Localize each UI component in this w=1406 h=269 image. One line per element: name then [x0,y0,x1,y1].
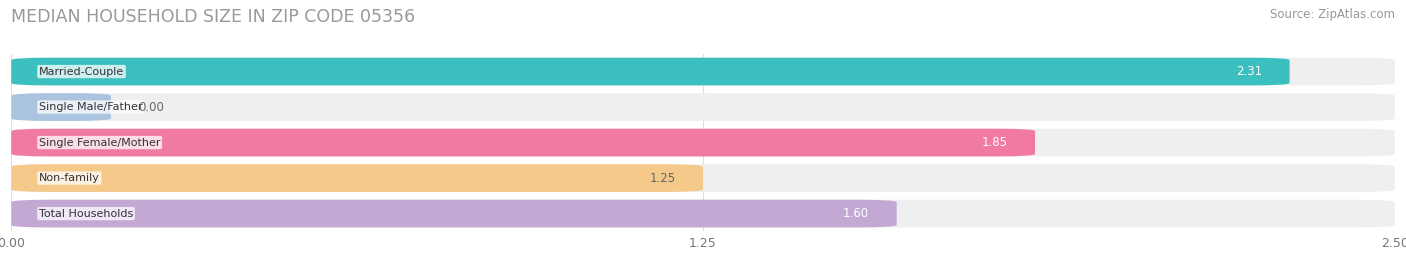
Text: 2.31: 2.31 [1236,65,1263,78]
FancyBboxPatch shape [11,164,703,192]
Text: Total Households: Total Households [39,208,134,219]
FancyBboxPatch shape [11,58,1289,85]
FancyBboxPatch shape [11,200,1395,227]
Text: 0.00: 0.00 [139,101,165,114]
Text: 1.60: 1.60 [842,207,869,220]
FancyBboxPatch shape [11,93,111,121]
Text: Source: ZipAtlas.com: Source: ZipAtlas.com [1270,8,1395,21]
Text: 1.85: 1.85 [981,136,1007,149]
Text: Single Male/Father: Single Male/Father [39,102,142,112]
FancyBboxPatch shape [11,200,897,227]
FancyBboxPatch shape [11,129,1395,156]
FancyBboxPatch shape [11,129,1035,156]
Text: 1.25: 1.25 [650,172,675,185]
Text: MEDIAN HOUSEHOLD SIZE IN ZIP CODE 05356: MEDIAN HOUSEHOLD SIZE IN ZIP CODE 05356 [11,8,415,26]
Text: Single Female/Mother: Single Female/Mother [39,137,160,148]
Text: Non-family: Non-family [39,173,100,183]
FancyBboxPatch shape [11,93,1395,121]
Text: Married-Couple: Married-Couple [39,66,124,77]
FancyBboxPatch shape [11,164,1395,192]
FancyBboxPatch shape [11,58,1395,85]
